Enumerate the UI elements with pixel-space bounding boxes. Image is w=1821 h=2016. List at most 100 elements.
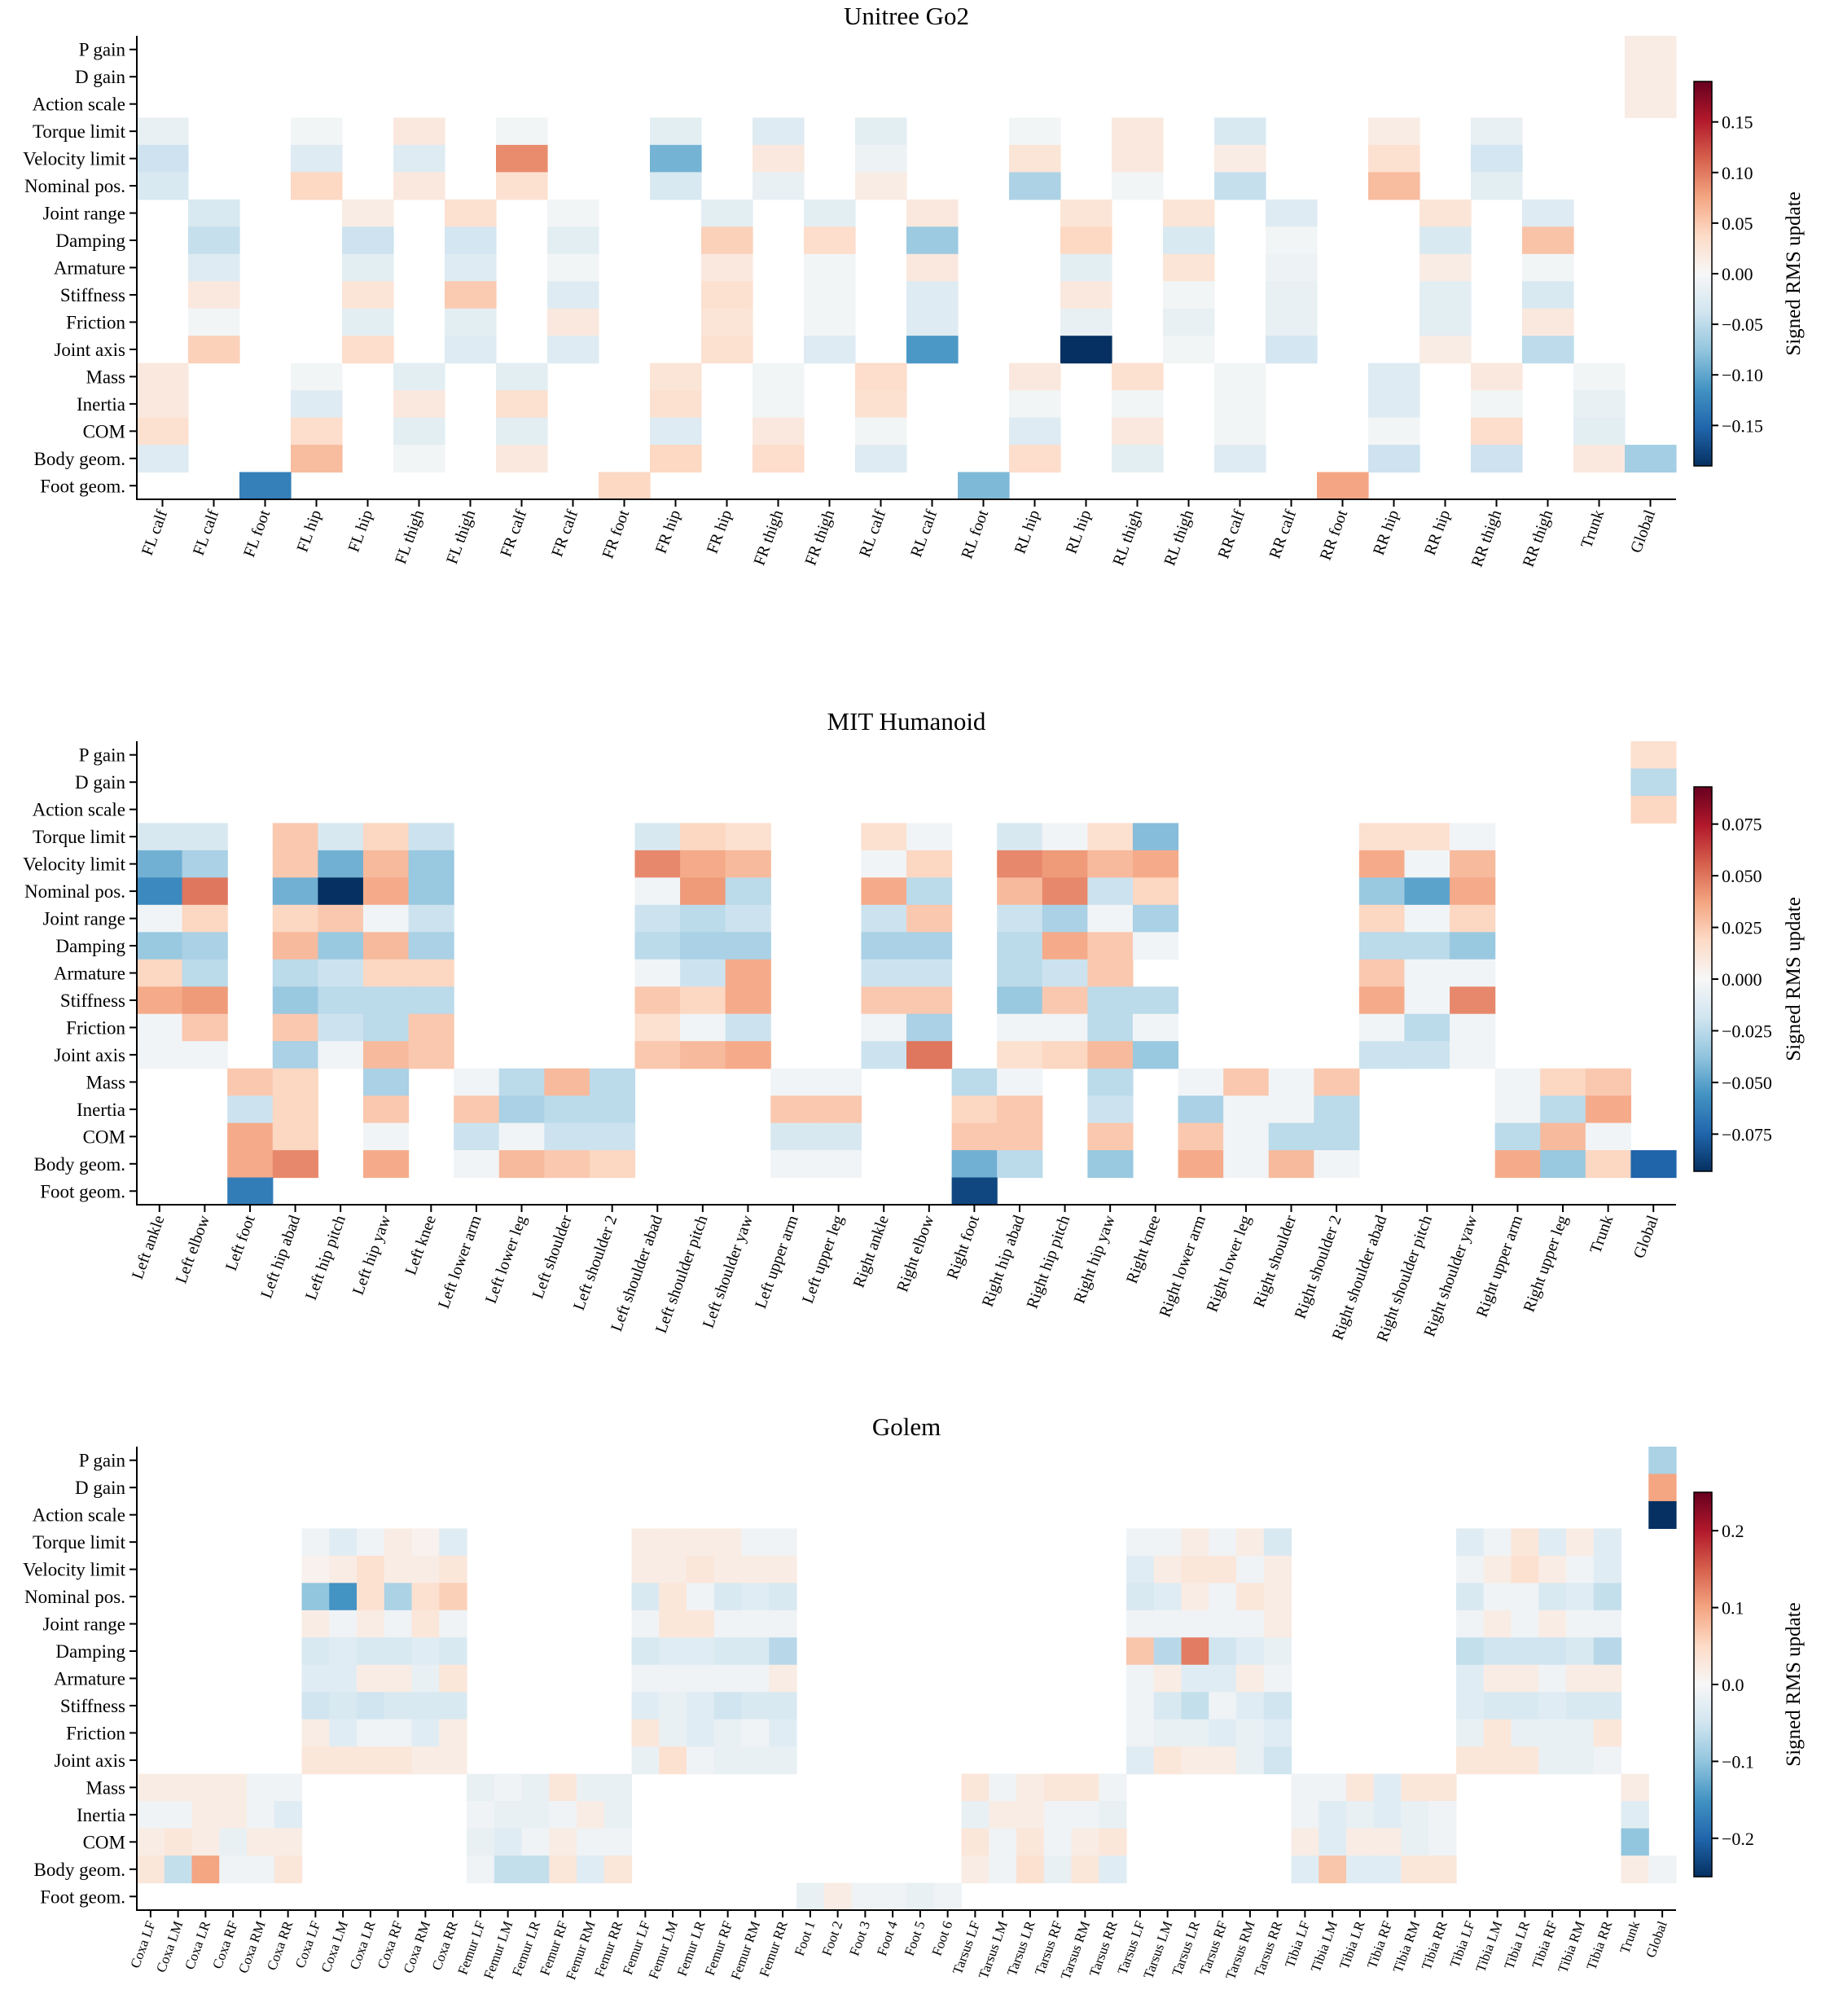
heatmap-cell [1112,390,1164,419]
column-label: Right upper arm [1473,1213,1527,1320]
heatmap-cell [521,1856,550,1884]
heatmap-cell [1456,1583,1485,1611]
heatmap-cell [861,823,907,851]
heatmap-cell [362,1013,410,1042]
heatmap-cell [1153,1555,1183,1583]
heatmap-cell [1368,390,1420,419]
heatmap-cell [1236,1746,1265,1775]
heatmap-cell [577,1856,605,1884]
heatmap-cell [1494,1150,1541,1179]
row-label: Armature [54,964,125,984]
heatmap-cell [291,362,343,391]
heatmap-cell [182,986,228,1015]
heatmap-cell [650,390,702,419]
column-label: RR calf [1214,507,1248,561]
heatmap-cell [188,336,240,364]
column-label: Foot 5 [902,1919,928,1958]
heatmap-cell [1428,1856,1457,1884]
heatmap-cell [906,226,959,255]
heatmap-cell [680,1013,726,1042]
heatmap-cell [1420,253,1472,282]
row-label: Nominal pos. [24,1587,125,1607]
heatmap-cell [1566,1610,1595,1638]
heatmap-cell [549,1801,577,1829]
heatmap-cell [1209,1528,1237,1557]
heatmap-cell [1268,1096,1314,1124]
heatmap-cell [1522,336,1574,364]
heatmap-cell [687,1664,715,1693]
row-label: P gain [79,1451,126,1471]
heatmap-cell [1016,1773,1045,1802]
heatmap-cell [701,336,753,364]
heatmap-cell [1471,417,1523,446]
column-label: Left hip abad [257,1213,304,1301]
heatmap-cell [1648,1474,1677,1502]
heatmap-cell [164,1773,193,1802]
row-label: Foot geom. [40,1886,125,1907]
column-label: RR thigh [1468,507,1506,569]
heatmap-cell [906,959,953,987]
colorbar-tick-label: 0.00 [1722,264,1753,284]
row-label: Damping [55,1641,125,1662]
heatmap-cell [1268,1150,1314,1179]
heatmap-cell [1087,1068,1134,1096]
heatmap-cell [393,362,445,391]
heatmap-cell [1181,1610,1209,1638]
heatmap-cell [411,1555,440,1583]
heatmap-cell [408,1013,454,1042]
heatmap-cell [631,1555,660,1583]
heatmap-cell [1236,1528,1265,1557]
row-label: D gain [75,1478,125,1498]
heatmap-cell [137,144,189,173]
heatmap-cell [1593,1664,1622,1693]
heatmap-cell [239,472,292,500]
heatmap-cell [1126,1528,1155,1557]
heatmap-cell [1319,1856,1347,1884]
heatmap-cell [1593,1610,1622,1638]
heatmap-cell [1404,823,1450,851]
row-label: Torque limit [33,827,126,847]
heatmap-cell [687,1528,715,1557]
heatmap-cell [329,1746,358,1775]
colorbar-label: Signed RMS update [1783,897,1805,1061]
panel-title: Golem [872,1412,941,1441]
heatmap-cell [1404,850,1450,878]
heatmap-cell [393,117,445,146]
heatmap-cell [1456,1610,1485,1638]
heatmap-cell [713,1664,743,1693]
heatmap-cell [318,1041,364,1069]
heatmap-cell [439,1664,467,1693]
heatmap-cell [1540,1122,1586,1151]
heatmap-cell [227,1068,274,1096]
column-label: Trunk [1577,507,1608,551]
heatmap-cell [1538,1583,1567,1611]
heatmap-cell [1153,1528,1183,1557]
heatmap-cell [1163,336,1215,364]
heatmap-cell [659,1746,687,1775]
heatmap-cell [1132,850,1179,878]
heatmap-cell [1266,226,1318,255]
heatmap-cell [933,1882,963,1911]
heatmap-cell [861,932,907,960]
heatmap-cell [1368,172,1420,200]
heatmap-cell [1368,144,1420,173]
heatmap-cell [680,904,726,933]
heatmap-cell [164,1801,193,1829]
heatmap-cell [247,1828,275,1856]
heatmap-cell [1263,1719,1292,1747]
heatmap-cell [1621,1773,1649,1802]
heatmap-cell [182,877,228,906]
heatmap-cell [1494,1096,1541,1124]
heatmap-cell [393,417,445,446]
heatmap-cell [357,1746,385,1775]
heatmap-cell [1099,1856,1127,1884]
heatmap-cell [725,959,771,987]
heatmap-cell [1648,1856,1677,1884]
heatmap-cell [1268,1122,1314,1151]
heatmap-cell [411,1637,440,1666]
heatmap-cell [1291,1856,1319,1884]
heatmap-cell [247,1856,275,1884]
heatmap-cell [650,117,702,146]
heatmap-cell [439,1746,467,1775]
